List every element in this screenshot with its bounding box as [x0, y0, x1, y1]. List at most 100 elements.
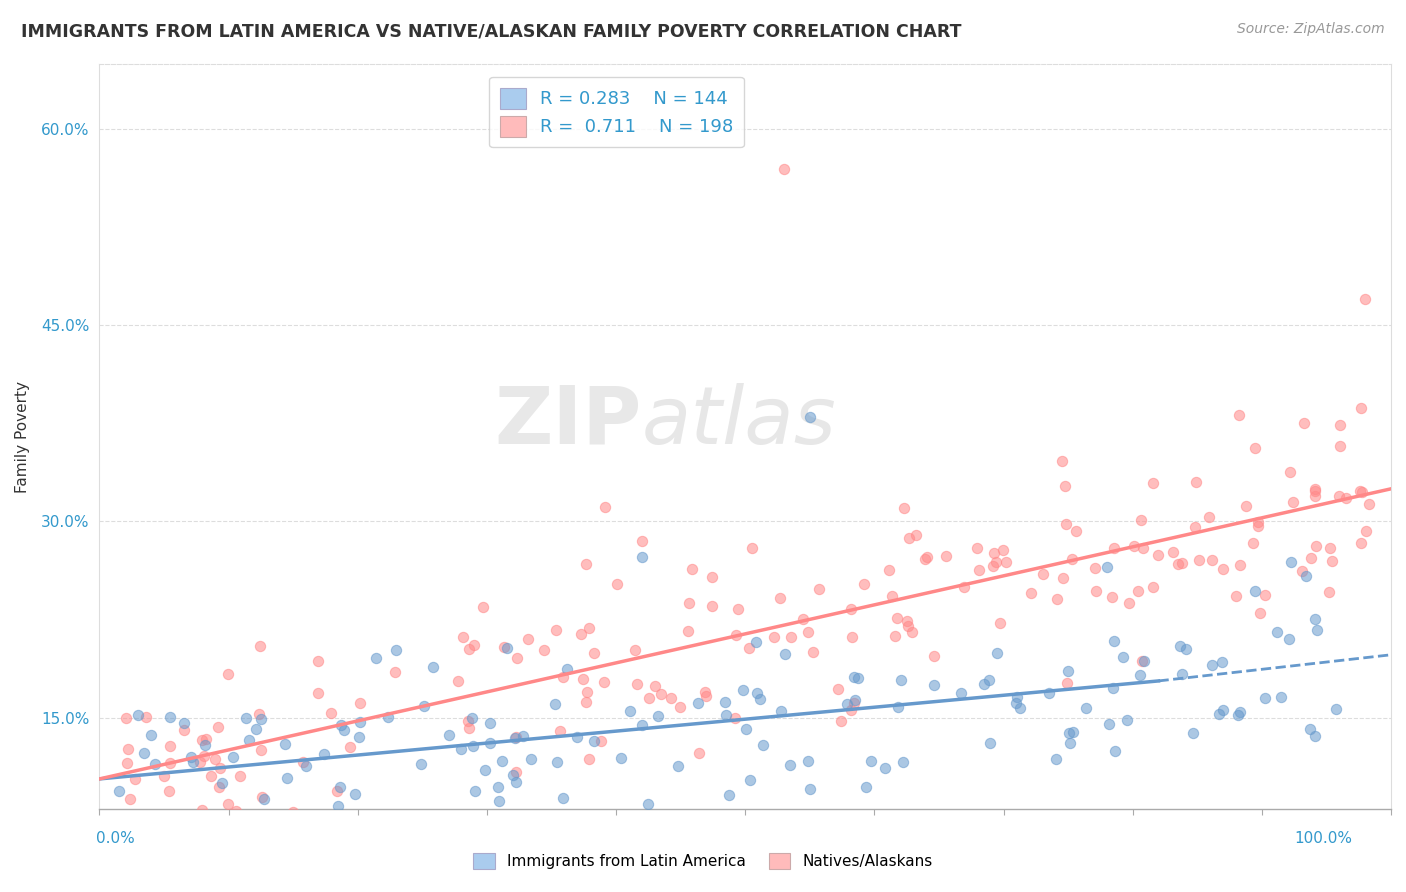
Point — [897, 531, 920, 545]
Point — [1334, 491, 1357, 505]
Point — [194, 732, 217, 747]
Point — [546, 624, 568, 638]
Point — [678, 596, 700, 610]
Point — [859, 754, 882, 768]
Point — [695, 685, 717, 699]
Point — [995, 555, 1018, 569]
Point — [491, 754, 513, 768]
Point — [1198, 510, 1220, 524]
Point — [738, 640, 761, 655]
Point — [738, 772, 761, 787]
Point — [188, 755, 211, 769]
Point — [727, 602, 749, 616]
Point — [117, 741, 139, 756]
Point — [1254, 588, 1277, 602]
Point — [204, 752, 226, 766]
Point — [801, 645, 824, 659]
Point — [631, 718, 654, 732]
Point — [565, 730, 588, 744]
Point — [763, 630, 786, 644]
Point — [659, 691, 682, 706]
Point — [1062, 724, 1084, 739]
Point — [983, 546, 1005, 560]
Point — [1229, 558, 1251, 572]
Point — [242, 808, 264, 822]
Point — [1201, 553, 1223, 567]
Point — [1132, 654, 1154, 668]
Point — [700, 570, 723, 584]
Point — [326, 784, 349, 798]
Point — [157, 808, 180, 822]
Point — [583, 646, 606, 660]
Point — [384, 665, 406, 679]
Point — [1329, 418, 1351, 433]
Point — [883, 629, 905, 643]
Point — [173, 715, 195, 730]
Point — [1227, 408, 1250, 422]
Point — [839, 602, 862, 616]
Point — [422, 660, 444, 674]
Point — [1163, 545, 1185, 559]
Point — [1074, 700, 1097, 714]
Point — [494, 640, 516, 655]
Point — [1229, 705, 1251, 719]
Point — [463, 638, 485, 652]
Point — [1181, 725, 1204, 739]
Point — [478, 736, 501, 750]
Point — [1303, 612, 1326, 626]
Point — [232, 808, 254, 822]
Point — [247, 706, 270, 721]
Point — [886, 611, 908, 625]
Point — [207, 721, 229, 735]
Point — [1175, 642, 1198, 657]
Point — [193, 808, 215, 822]
Point — [853, 576, 876, 591]
Point — [1282, 494, 1305, 508]
Point — [1211, 655, 1233, 669]
Point — [808, 582, 831, 597]
Point — [844, 693, 866, 707]
Point — [141, 727, 163, 741]
Point — [922, 678, 945, 692]
Point — [245, 723, 267, 737]
Point — [294, 808, 316, 822]
Point — [301, 808, 323, 822]
Point — [159, 739, 181, 754]
Point — [797, 754, 820, 768]
Point — [1247, 515, 1270, 529]
Point — [977, 673, 1000, 688]
Point — [221, 808, 243, 822]
Point — [180, 750, 202, 764]
Point — [1292, 417, 1315, 431]
Point — [1279, 555, 1302, 569]
Point — [1059, 736, 1081, 750]
Point — [1104, 744, 1126, 758]
Point — [773, 161, 796, 176]
Point — [644, 680, 666, 694]
Point — [688, 746, 710, 760]
Point — [578, 621, 600, 635]
Point — [1354, 293, 1376, 307]
Point — [846, 671, 869, 685]
Point — [238, 733, 260, 747]
Point — [384, 808, 406, 822]
Point — [505, 731, 527, 745]
Point — [1329, 439, 1351, 453]
Point — [1234, 499, 1257, 513]
Point — [1351, 484, 1374, 499]
Point — [1170, 557, 1192, 571]
Point — [638, 690, 661, 705]
Point — [571, 626, 593, 640]
Point — [773, 647, 796, 661]
Point — [1243, 442, 1265, 456]
Point — [572, 672, 595, 686]
Point — [717, 788, 740, 802]
Point — [274, 737, 297, 751]
Point — [1057, 664, 1080, 678]
Point — [734, 723, 756, 737]
Point — [1212, 561, 1234, 575]
Point — [1226, 707, 1249, 722]
Point — [905, 528, 928, 542]
Point — [875, 761, 897, 775]
Point — [474, 763, 496, 777]
